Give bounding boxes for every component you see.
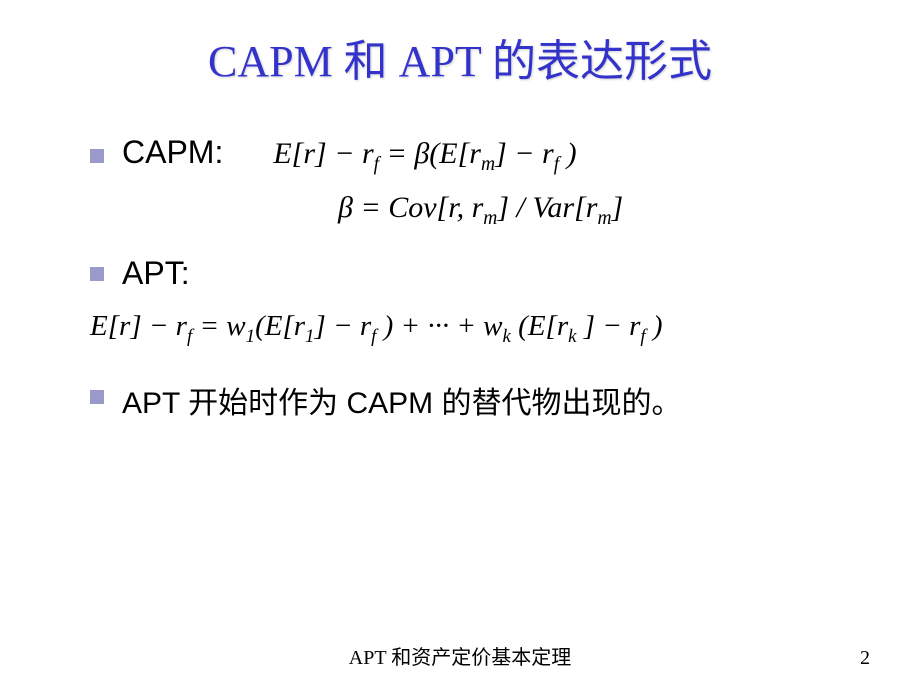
capm-row: CAPM: E[r] − rf = β(E[rm] − rf ) — [90, 134, 870, 176]
apt-label: APT: — [122, 255, 190, 292]
content-area: CAPM: E[r] − rf = β(E[rm] − rf ) β = Cov… — [50, 134, 870, 422]
bullet-icon — [90, 267, 104, 281]
footer-text: APT 和资产定价基本定理 — [0, 641, 920, 670]
slide-title: CAPM 和 APT 的表达形式 — [50, 25, 870, 89]
apt-row: APT: — [90, 255, 870, 292]
apt-formula: E[r] − rf = w1(E[r1] − rf ) + ··· + wk (… — [90, 310, 870, 348]
conclusion-row: APT 开始时作为 CAPM 的替代物出现的。 — [90, 378, 870, 422]
bullet-icon — [90, 149, 104, 163]
page-number: 2 — [860, 647, 870, 670]
bullet-icon — [90, 390, 104, 404]
capm-formula-2: β = Cov[r, rm] / Var[rm] — [338, 191, 870, 230]
slide: CAPM 和 APT 的表达形式 CAPM: E[r] − rf = β(E[r… — [0, 0, 920, 690]
capm-label: CAPM: — [122, 134, 223, 171]
capm-formula-1: E[r] − rf = β(E[rm] − rf ) — [273, 137, 576, 176]
conclusion-text: APT 开始时作为 CAPM 的替代物出现的。 — [122, 378, 681, 422]
